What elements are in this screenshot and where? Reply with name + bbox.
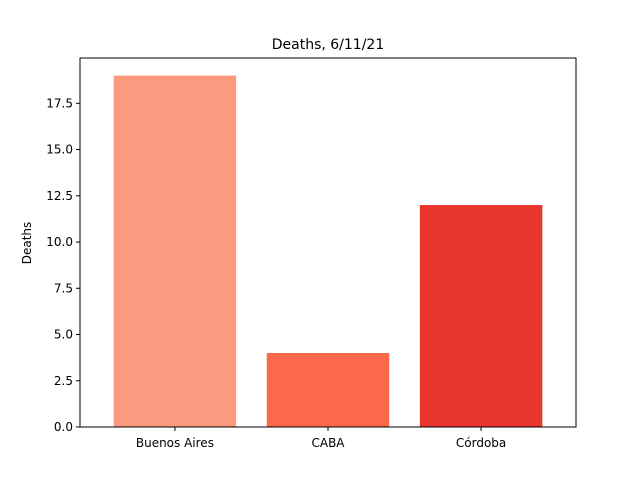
bars [113,75,543,428]
y-tick-label-5: 12.5 [46,189,73,203]
plot-frame [79,57,577,428]
y-tick-label-2: 5.0 [54,328,73,342]
x-tick-label-2: Córdoba [456,436,506,450]
x-axis: Buenos Aires CABA Córdoba [136,427,506,450]
x-tick-label-1: CABA [311,436,345,450]
y-tick-label-6: 15.0 [46,143,73,157]
chart-title: Deaths, 6/11/21 [272,37,385,53]
y-tick-label-3: 7.5 [54,281,73,295]
bar-2 [419,205,543,427]
x-tick-label-0: Buenos Aires [136,436,214,450]
y-tick-label-0: 0.0 [54,420,73,434]
bar-1 [266,353,390,427]
y-axis-label: Deaths [20,222,34,265]
y-axis: 0.0 2.5 5.0 7.5 10.0 12.5 15.0 17.5 [46,96,80,434]
y-tick-label-4: 10.0 [46,235,73,249]
y-tick-label-1: 2.5 [54,374,73,388]
y-tick-label-7: 17.5 [46,96,73,110]
bar-0 [113,75,237,428]
